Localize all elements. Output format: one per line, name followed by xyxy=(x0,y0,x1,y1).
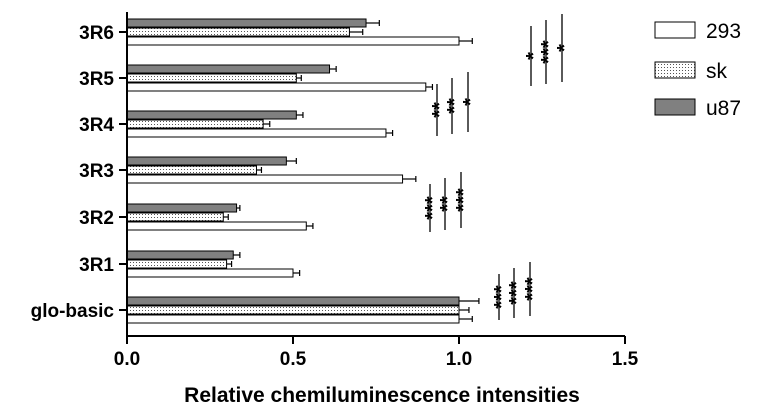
category-label: 3R3 xyxy=(79,161,114,182)
bar xyxy=(126,18,367,28)
significance-label: ** xyxy=(444,98,466,114)
legend-label: 293 xyxy=(706,20,741,43)
bar xyxy=(126,73,297,83)
category-label: 3R5 xyxy=(79,69,114,90)
legend-label: sk xyxy=(706,60,728,83)
bar xyxy=(126,305,460,315)
significance-label: *** xyxy=(522,277,544,301)
x-tick-label: 0.0 xyxy=(114,349,140,370)
bar xyxy=(126,250,234,260)
category-label: 3R4 xyxy=(79,115,114,136)
bar xyxy=(126,268,294,278)
bar xyxy=(126,119,264,129)
legend-label: u87 xyxy=(706,97,741,120)
significance-label: *** xyxy=(453,188,475,212)
category-label: 3R1 xyxy=(79,255,114,276)
bar xyxy=(126,36,460,46)
bar xyxy=(126,128,387,138)
bar xyxy=(126,259,228,269)
bar xyxy=(126,296,460,306)
significance-label: ** xyxy=(437,196,459,212)
bar xyxy=(126,165,257,175)
bar xyxy=(126,221,307,231)
significance-label: *** xyxy=(506,281,528,305)
significance-label: * xyxy=(523,52,545,60)
bar xyxy=(126,64,331,74)
bar xyxy=(126,27,350,37)
bar xyxy=(126,212,224,222)
bar xyxy=(126,314,460,324)
legend-swatch xyxy=(654,21,696,39)
bar xyxy=(126,110,297,120)
category-label: 3R6 xyxy=(79,23,114,44)
x-tick-label: 1.0 xyxy=(446,349,472,370)
significance-label: * xyxy=(554,44,576,52)
bar xyxy=(126,156,287,166)
category-label: glo-basic xyxy=(31,301,115,322)
x-axis-title: Relative chemiluminescence intensities xyxy=(184,384,580,407)
bar xyxy=(126,203,238,213)
x-tick-label: 1.5 xyxy=(612,349,639,370)
x-tick-label: 0.5 xyxy=(280,349,307,370)
significance-label: *** xyxy=(422,196,444,220)
category-label: 3R2 xyxy=(79,208,114,229)
legend-swatch xyxy=(654,61,696,79)
bar xyxy=(126,82,427,92)
significance-label: * xyxy=(460,98,482,106)
significance-label: *** xyxy=(538,40,560,64)
legend-swatch xyxy=(654,98,696,116)
bar xyxy=(126,174,404,184)
significance-label: *** xyxy=(491,285,513,309)
significance-label: ** xyxy=(429,102,451,118)
